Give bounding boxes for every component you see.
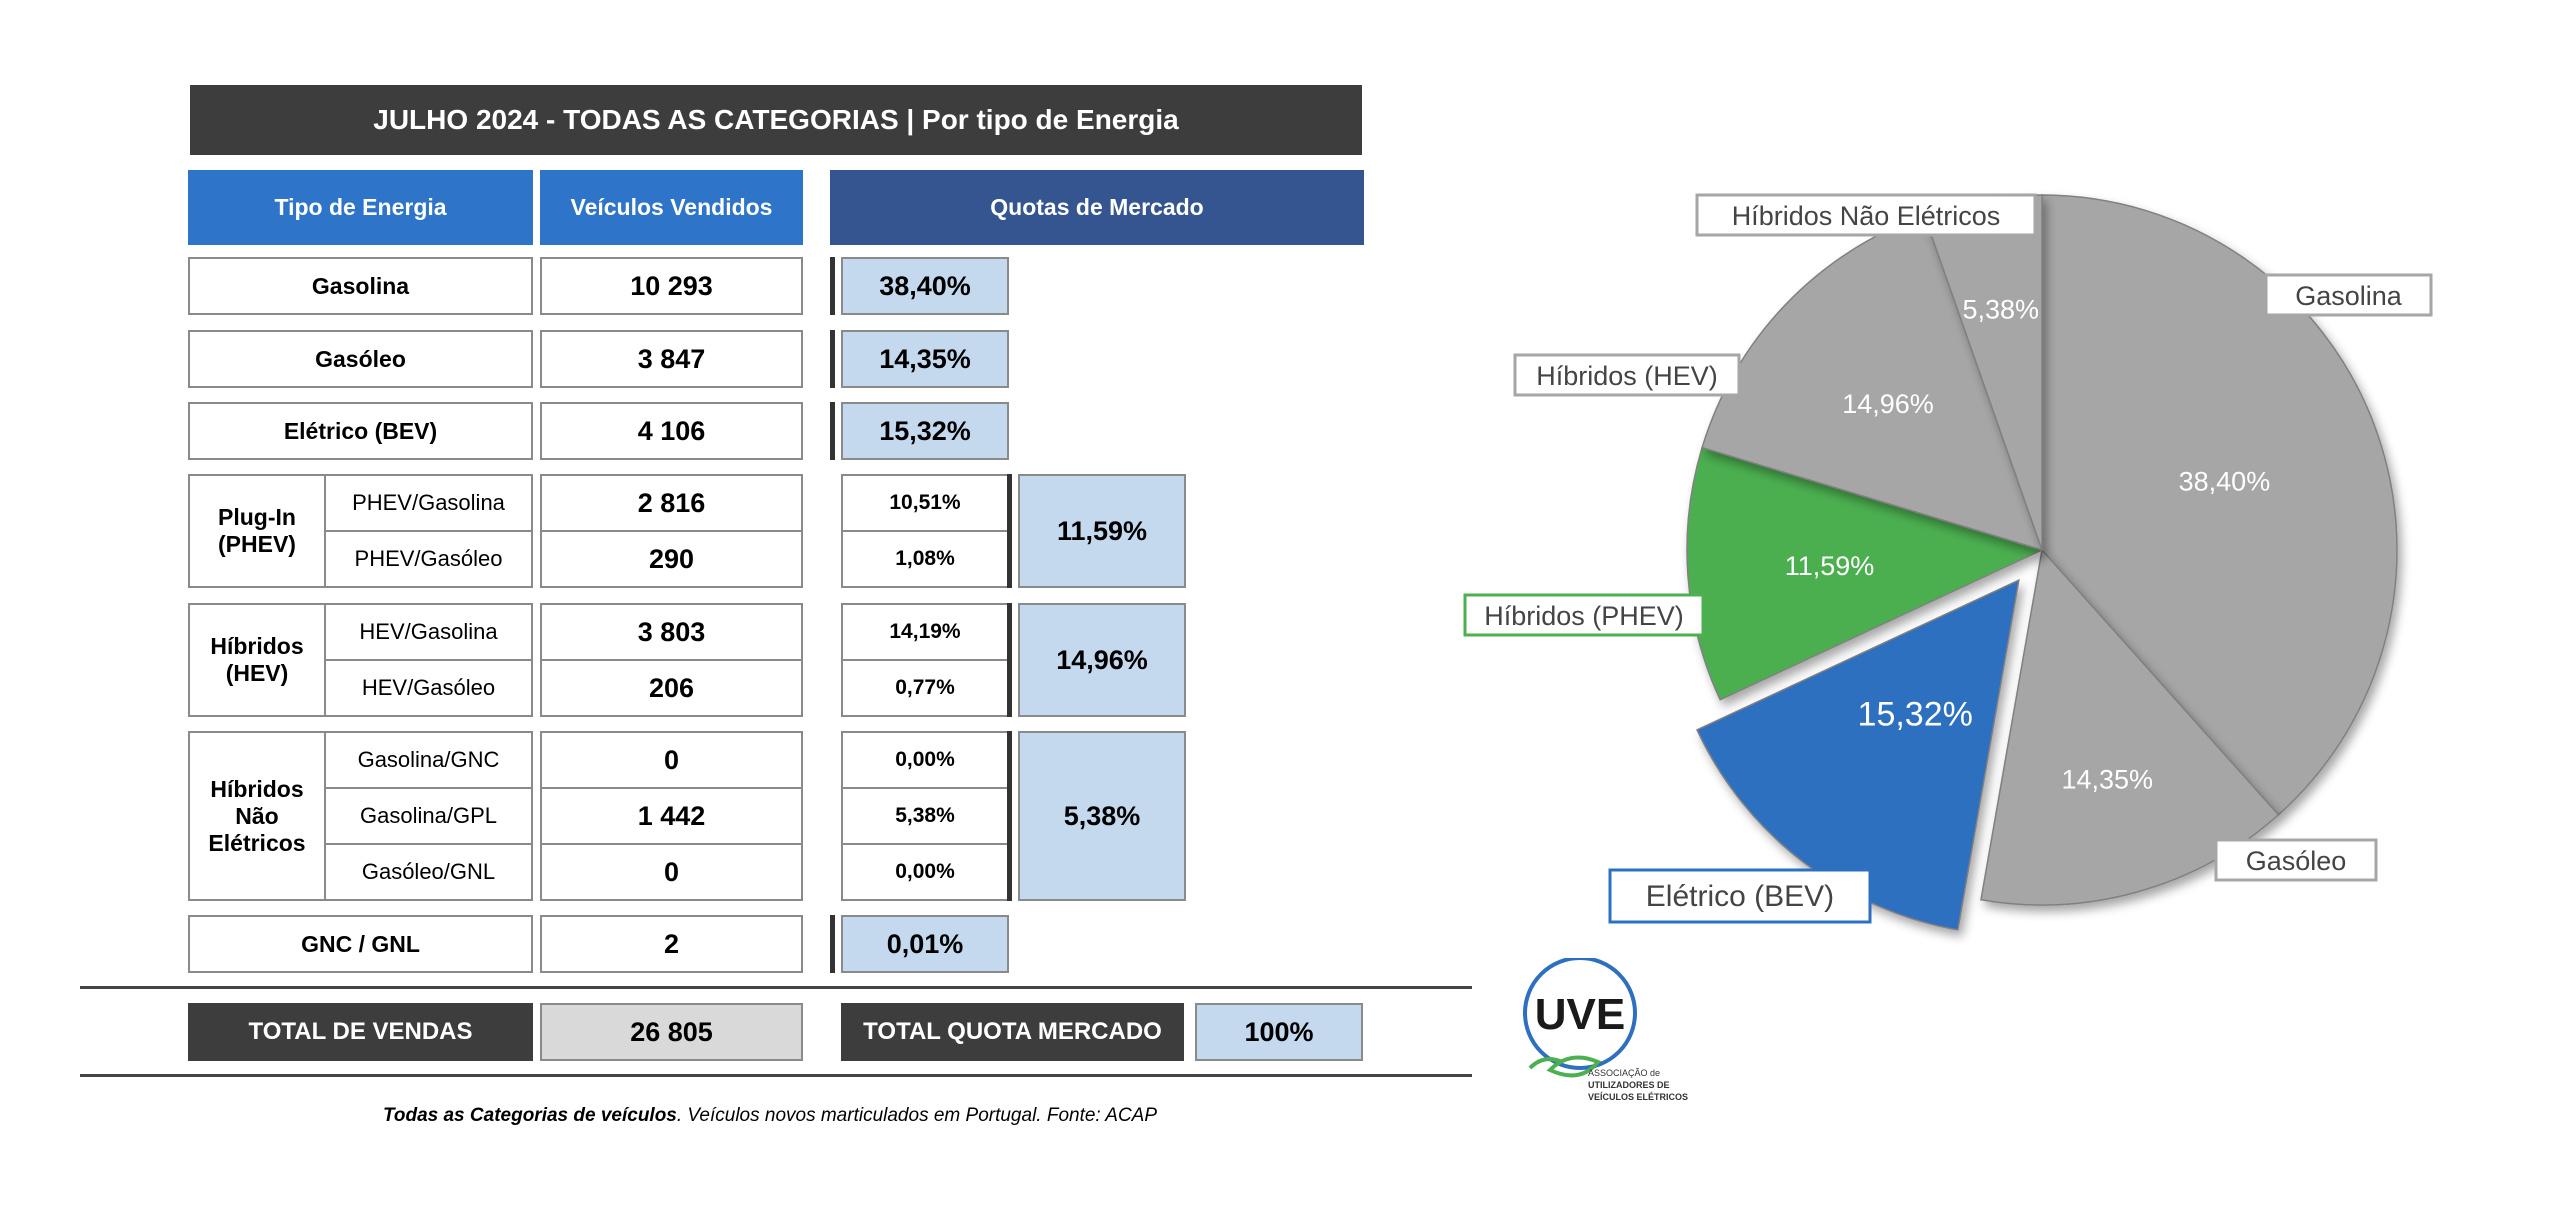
row-share-phev-gasoleo: 1,08% — [841, 530, 1009, 588]
row-share-gnc-gnl: 0,01% — [841, 915, 1009, 973]
row-share-hev-gasolina: 14,19% — [841, 603, 1009, 661]
share-marker — [1007, 603, 1012, 717]
row-label-gasolina-gnc: Gasolina/GNC — [324, 731, 533, 789]
row-sold-phev-gasolina: 2 816 — [540, 474, 803, 532]
pie-slice-2 — [1696, 578, 2020, 931]
row-sold-hev-gasolina: 3 803 — [540, 603, 803, 661]
logo-line-2: UTILIZADORES DE — [1588, 1080, 1670, 1090]
pie-pct-label-0: 38,40% — [2179, 466, 2271, 496]
row-sold-gasoleo: 3 847 — [540, 330, 803, 388]
share-marker — [1007, 731, 1012, 901]
legend-callout-box-2 — [1608, 868, 1872, 924]
share-marker — [830, 402, 835, 460]
pie-slice-3 — [1686, 446, 2045, 701]
row-label-hev-gasolina: HEV/Gasolina — [324, 603, 533, 661]
row-label-gasolina-gpl: Gasolina/GPL — [324, 787, 533, 845]
row-label-gnc-gnl: GNC / GNL — [188, 915, 533, 973]
row-share-hev-gasoleo: 0,77% — [841, 659, 1009, 717]
row-label-gasolina: Gasolina — [188, 257, 533, 315]
row-share-gasolina: 38,40% — [841, 257, 1009, 315]
legend-callout-label-5: Híbridos Não Elétricos — [1732, 201, 2001, 231]
row-share-gasolina-gpl: 5,38% — [841, 787, 1009, 845]
row-sold-gasolina-gpl: 1 442 — [540, 787, 803, 845]
legend-callout-label-4: Híbridos (HEV) — [1536, 361, 1718, 391]
footnote: Todas as Categorias de veículos. Veículo… — [80, 1105, 1460, 1127]
row-label-gasoleo-gnl: Gasóleo/GNL — [324, 843, 533, 901]
row-sold-gasoleo-gnl: 0 — [540, 843, 803, 901]
group-label-hne: Híbridos Não Elétricos — [188, 731, 326, 901]
pie-pct-label-2: 15,32% — [1858, 695, 1973, 733]
legend-callout-box-3 — [1463, 593, 1705, 637]
row-share-gasoleo: 14,35% — [841, 330, 1009, 388]
share-marker — [830, 257, 835, 315]
header-market-share: Quotas de Mercado — [830, 170, 1364, 245]
total-sales-value: 26 805 — [540, 1003, 803, 1061]
share-marker — [830, 330, 835, 388]
total-share-label: TOTAL QUOTA MERCADO — [841, 1003, 1184, 1061]
share-marker — [830, 915, 835, 973]
pie-slice-1 — [1980, 548, 2280, 906]
row-sold-gasolina-gnc: 0 — [540, 731, 803, 789]
uve-logo-mark: UVE ASSOCIAÇÃO de UTILIZADORES DE VEÍCUL… — [1523, 956, 1688, 1102]
legend-callout-box-1 — [2214, 838, 2378, 882]
row-share-phev-gasolina: 10,51% — [841, 474, 1009, 532]
legend-callout-box-0 — [2264, 273, 2433, 317]
logo-text: UVE — [1535, 990, 1625, 1039]
row-share-bev: 15,32% — [841, 402, 1009, 460]
row-label-phev-gasoleo: PHEV/Gasóleo — [324, 530, 533, 588]
row-sold-gnc-gnl: 2 — [540, 915, 803, 973]
row-sold-bev: 4 106 — [540, 402, 803, 460]
pie-pct-label-5: 5,38% — [1963, 295, 2040, 325]
share-marker — [1007, 474, 1012, 588]
group-label-phev: Plug-In (PHEV) — [188, 474, 326, 588]
group-label-hev: Híbridos (HEV) — [188, 603, 326, 717]
group-share-hne: 5,38% — [1018, 731, 1186, 901]
row-label-hev-gasoleo: HEV/Gasóleo — [324, 659, 533, 717]
logo-line-1: ASSOCIAÇÃO de — [1588, 1068, 1660, 1078]
row-share-gasoleo-gnl: 0,00% — [841, 843, 1009, 901]
uve-logo: UVE ASSOCIAÇÃO de UTILIZADORES DE VEÍCUL… — [1520, 956, 1690, 1118]
row-label-phev-gasolina: PHEV/Gasolina — [324, 474, 533, 532]
row-label-gasoleo: Gasóleo — [188, 330, 533, 388]
legend-callout-box-5 — [1695, 193, 2037, 237]
legend-callout-box-4 — [1513, 353, 1741, 397]
group-share-hev: 14,96% — [1018, 603, 1186, 717]
legend-callout-label-3: Híbridos (PHEV) — [1484, 601, 1684, 631]
legend-callout-label-2: Elétrico (BEV) — [1646, 880, 1834, 913]
total-sales-label: TOTAL DE VENDAS — [188, 1003, 533, 1061]
pie-chart: 38,40% 14,35% 15,32% 11,59% 14,96% 5,38% Gaso… — [1463, 193, 2433, 931]
footnote-rest: . Veículos novos marticulados em Portuga… — [676, 1105, 1158, 1126]
divider-line — [80, 986, 1472, 989]
pie-pct-label-3: 11,59% — [1785, 551, 1875, 581]
row-sold-hev-gasoleo: 206 — [540, 659, 803, 717]
footnote-bold: Todas as Categorias de veículos — [382, 1105, 677, 1126]
row-sold-gasolina: 10 293 — [540, 257, 803, 315]
total-share-value: 100% — [1195, 1003, 1363, 1061]
row-share-gasolina-gnc: 0,00% — [841, 731, 1009, 789]
row-label-bev: Elétrico (BEV) — [188, 402, 533, 460]
legend-callout-label-1: Gasóleo — [2246, 846, 2347, 876]
table-title: JULHO 2024 - TODAS AS CATEGORIAS | Por t… — [190, 85, 1362, 155]
logo-line-3: VEÍCULOS ELÉTRICOS — [1588, 1092, 1688, 1102]
divider-line — [80, 1074, 1472, 1077]
pie-pct-label-4: 14,96% — [1842, 389, 1934, 419]
header-vehicles-sold: Veículos Vendidos — [540, 170, 803, 245]
group-share-phev: 11,59% — [1018, 474, 1186, 588]
pie-pct-label-1: 14,35% — [2061, 765, 2153, 795]
header-energy-type: Tipo de Energia — [188, 170, 533, 245]
legend-callout-label-0: Gasolina — [2295, 281, 2403, 311]
row-sold-phev-gasoleo: 290 — [540, 530, 803, 588]
pie-slice-0 — [2041, 194, 2398, 816]
